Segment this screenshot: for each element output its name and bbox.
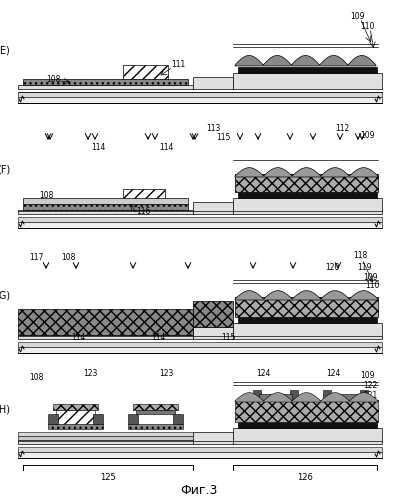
Bar — [193, 432, 233, 444]
Bar — [329, 394, 362, 400]
Bar — [128, 424, 183, 429]
Text: 114: 114 — [151, 332, 165, 341]
Text: 121: 121 — [363, 391, 377, 400]
Polygon shape — [235, 168, 378, 177]
Bar — [18, 92, 382, 97]
Text: 109: 109 — [360, 132, 374, 141]
Bar — [193, 301, 233, 327]
Bar — [238, 192, 377, 198]
Bar — [18, 85, 193, 89]
Bar — [238, 422, 377, 428]
Bar — [123, 189, 165, 204]
Bar — [235, 174, 378, 192]
Bar — [193, 77, 233, 89]
Bar — [235, 297, 378, 317]
Text: 123: 123 — [159, 368, 173, 378]
Bar — [123, 65, 168, 79]
Text: 109: 109 — [350, 11, 364, 20]
Bar — [233, 73, 382, 89]
Text: 116: 116 — [136, 208, 150, 217]
Bar — [290, 390, 298, 400]
Bar — [233, 428, 382, 444]
Text: 112: 112 — [335, 123, 349, 133]
Bar — [323, 400, 368, 405]
Bar — [18, 335, 193, 339]
Bar — [18, 309, 193, 335]
Bar — [48, 424, 103, 429]
Bar — [193, 202, 233, 214]
Bar — [173, 414, 183, 424]
Bar — [23, 79, 188, 85]
Polygon shape — [235, 55, 376, 66]
Bar — [18, 452, 382, 458]
Text: 118: 118 — [353, 250, 367, 259]
Bar — [259, 394, 292, 400]
Bar — [18, 97, 382, 103]
Bar — [18, 436, 193, 440]
Bar — [238, 67, 377, 73]
Text: 124: 124 — [256, 368, 270, 378]
Text: 110: 110 — [365, 280, 379, 289]
Bar — [48, 414, 58, 424]
Bar — [235, 400, 378, 422]
Bar — [18, 222, 382, 228]
Text: Фиг.3: Фиг.3 — [180, 484, 218, 497]
Bar — [253, 400, 298, 405]
Bar — [18, 342, 382, 347]
Polygon shape — [235, 393, 378, 402]
Text: 108: 108 — [46, 74, 60, 83]
Bar — [18, 440, 193, 444]
Text: 113: 113 — [206, 123, 220, 133]
Text: 123: 123 — [83, 368, 97, 378]
Text: 122: 122 — [363, 381, 377, 390]
Text: 126: 126 — [297, 473, 313, 482]
Bar — [193, 327, 233, 339]
Text: 108: 108 — [29, 372, 43, 382]
Bar — [18, 447, 382, 452]
Bar — [136, 410, 175, 414]
Bar — [53, 404, 98, 410]
Bar — [18, 210, 193, 214]
Bar — [128, 414, 138, 424]
Bar — [323, 390, 331, 400]
Bar — [133, 404, 178, 410]
Text: (G): (G) — [0, 290, 10, 300]
Bar — [56, 410, 95, 424]
Text: 120: 120 — [325, 262, 339, 271]
Text: (H): (H) — [0, 405, 10, 415]
Text: 119: 119 — [357, 262, 371, 271]
Bar — [18, 347, 382, 353]
Text: (E): (E) — [0, 45, 10, 55]
Bar — [23, 204, 188, 210]
Text: 114: 114 — [91, 144, 105, 153]
Text: 114: 114 — [71, 332, 85, 341]
Bar — [238, 317, 377, 323]
Text: 115: 115 — [221, 332, 235, 341]
Bar — [360, 390, 368, 400]
Bar — [233, 323, 382, 339]
Text: 108: 108 — [61, 252, 75, 261]
Text: 114: 114 — [159, 144, 173, 153]
Text: 111: 111 — [171, 59, 185, 68]
Text: 109: 109 — [360, 370, 374, 380]
Text: (F): (F) — [0, 165, 10, 175]
Bar — [18, 432, 193, 436]
Text: 125: 125 — [100, 473, 116, 482]
Bar — [23, 198, 188, 204]
Text: 108: 108 — [39, 192, 53, 201]
Bar — [253, 390, 261, 400]
Text: 109: 109 — [363, 272, 377, 281]
Polygon shape — [235, 291, 378, 300]
Text: 124: 124 — [326, 368, 340, 378]
Text: 117: 117 — [29, 252, 43, 261]
Text: 115: 115 — [216, 133, 230, 142]
Text: 110: 110 — [360, 21, 374, 30]
Bar — [233, 198, 382, 214]
Bar — [18, 217, 382, 222]
Bar — [93, 414, 103, 424]
Bar — [73, 329, 123, 334]
